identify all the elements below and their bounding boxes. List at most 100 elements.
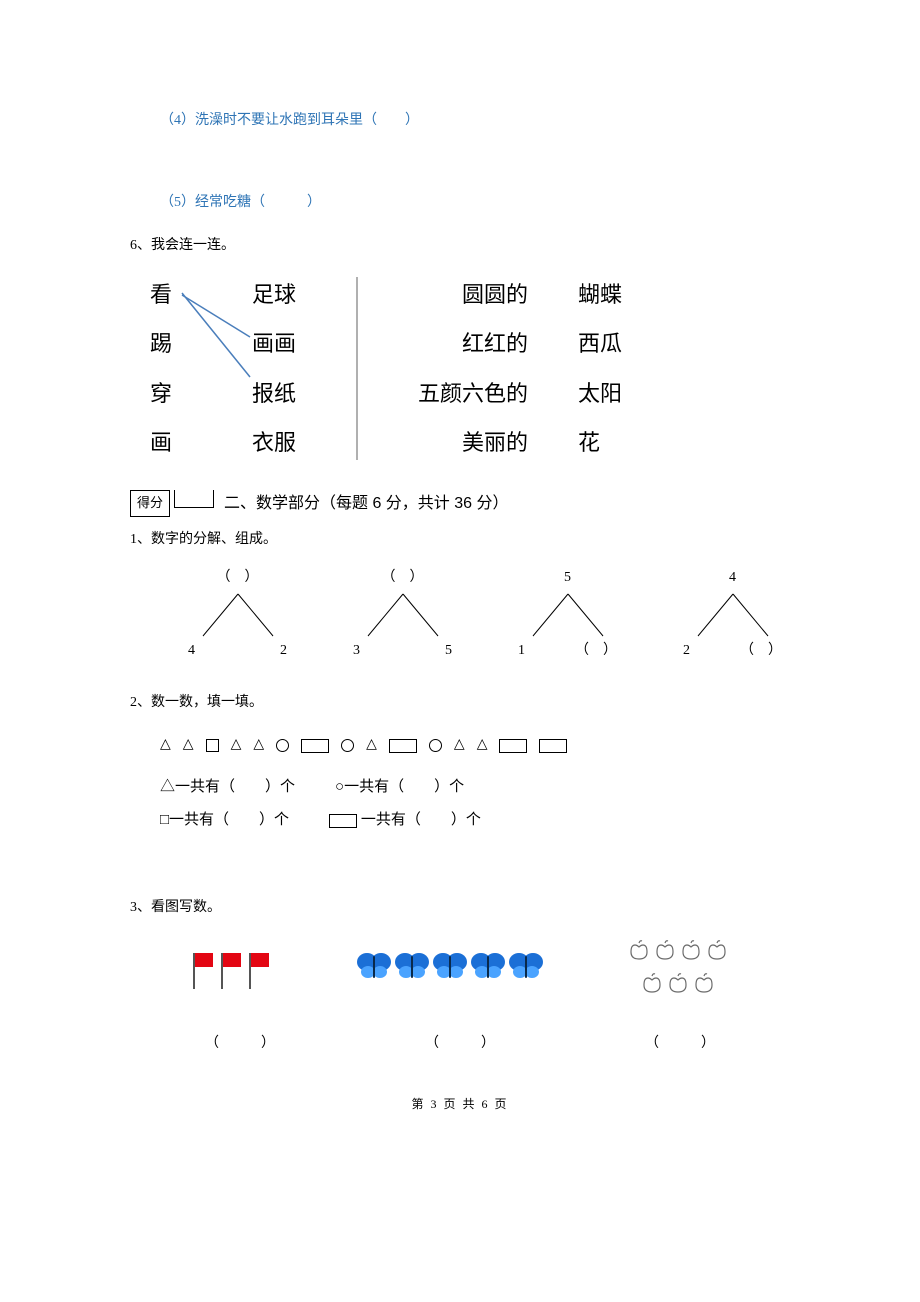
count-rect: 一共有（ ）个	[329, 804, 481, 837]
question-4: （4）洗澡时不要让水跑到耳朵里（ ）	[160, 110, 790, 132]
match-item: 报纸	[252, 376, 296, 411]
match-left-colB: 足球 画画 报纸 衣服	[252, 277, 296, 460]
butterfly-group	[356, 952, 544, 991]
shape-rect	[499, 739, 527, 753]
shape-circ	[341, 739, 354, 752]
flag-icon	[221, 953, 243, 989]
match-item: 衣服	[252, 425, 296, 460]
apple-icon	[642, 972, 662, 1003]
apple-icon	[629, 939, 649, 970]
answer-row: （ ） （ ） （ ）	[130, 1033, 790, 1055]
decomp-top: （ ）	[180, 567, 295, 589]
decomp-top: 5	[510, 567, 625, 589]
match-item: 太阳	[578, 376, 622, 411]
score-label: 得分	[130, 490, 170, 517]
section-2-header: 得分 二、数学部分（每题 6 分，共计 36 分）	[130, 490, 790, 517]
match-item: 蝴蝶	[578, 277, 622, 312]
match-item: 画画	[252, 326, 296, 361]
match-item: 圆圆的	[462, 277, 528, 312]
decomp-bottom: 1 （ ）	[510, 640, 625, 662]
shape-rect	[539, 739, 567, 753]
decomp-item: （ ） 4 2	[180, 567, 295, 662]
match-left-colA: 看 踢 穿 画	[150, 277, 172, 460]
decomp-lines	[188, 592, 288, 638]
butterfly-icon	[356, 952, 392, 991]
apple-icon	[681, 939, 701, 970]
page-footer: 第 3 页 共 6 页	[130, 1095, 790, 1114]
decomp-right: （ ）	[740, 640, 782, 662]
score-blank	[174, 490, 214, 508]
match-item: 花	[578, 425, 622, 460]
match-group-right: 圆圆的 红红的 五颜六色的 美丽的 蝴蝶 西瓜 太阳 花	[418, 277, 622, 460]
shape-tri: △	[477, 730, 488, 761]
decomp-bottom: 3 5	[345, 640, 460, 662]
butterfly-icon	[470, 952, 506, 991]
answer-blank: （ ）	[425, 1033, 495, 1055]
apple-row	[642, 972, 714, 1003]
question-2-3-title: 3、看图写数。	[130, 897, 790, 919]
matching-exercise: 看 踢 穿 画 足球 画画 报纸 衣服 圆圆的 红红的 五颜六色的 美丽的 蝴蝶…	[150, 277, 790, 460]
shape-tri: △	[253, 730, 264, 761]
decomp-top: （ ）	[345, 567, 460, 589]
butterfly-icon	[432, 952, 468, 991]
shape-tri: △	[366, 730, 377, 761]
count-triangle: △一共有（ ）个	[160, 771, 295, 804]
count-circle: ○一共有（ ）个	[335, 771, 464, 804]
decomp-lines	[353, 592, 453, 638]
image-row	[150, 939, 770, 1002]
shapes-sequence: △△△△△△△	[160, 730, 790, 761]
apple-icon	[668, 972, 688, 1003]
match-divider	[356, 277, 358, 460]
apple-group	[629, 939, 727, 1002]
decomp-right: （ ）	[575, 640, 617, 662]
decomp-right: 2	[280, 640, 287, 662]
decomp-lines	[518, 592, 618, 638]
match-item: 画	[150, 425, 172, 460]
decomp-left: 1	[518, 640, 525, 662]
score-box-wrap: 得分	[130, 490, 214, 517]
match-item: 西瓜	[578, 326, 622, 361]
apple-row	[629, 939, 727, 970]
shape-sq	[206, 739, 219, 752]
shape-circ	[429, 739, 442, 752]
match-group-left: 看 踢 穿 画 足球 画画 报纸 衣服	[150, 277, 296, 460]
question-6-title: 6、我会连一连。	[130, 235, 790, 257]
match-item: 美丽的	[462, 425, 528, 460]
rect-icon	[329, 814, 357, 828]
flag-group	[193, 953, 271, 989]
match-right-colB: 蝴蝶 西瓜 太阳 花	[578, 277, 622, 460]
apple-icon	[694, 972, 714, 1003]
count-row-2: □一共有（ ）个 一共有（ ）个	[160, 804, 790, 837]
decomp-lines	[683, 592, 783, 638]
question-2-1-title: 1、数字的分解、组成。	[130, 529, 790, 551]
decomp-left: 2	[683, 640, 690, 662]
shape-tri: △	[160, 730, 171, 761]
match-item: 足球	[252, 277, 296, 312]
question-2-2-title: 2、数一数，填一填。	[130, 692, 790, 714]
decomp-item: 4 2 （ ）	[675, 567, 790, 662]
shapes-box: △△△△△△△ △一共有（ ）个 ○一共有（ ）个 □一共有（ ）个 一共有（ …	[160, 730, 790, 837]
shape-tri: △	[231, 730, 242, 761]
decomp-left: 4	[188, 640, 195, 662]
match-item: 踢	[150, 326, 172, 361]
butterfly-icon	[508, 952, 544, 991]
decomposition-row: （ ） 4 2 （ ） 3 5 5 1 （ ） 4 2 （ ）	[180, 567, 790, 662]
decomp-item: 5 1 （ ）	[510, 567, 625, 662]
match-right-colA: 圆圆的 红红的 五颜六色的 美丽的	[418, 277, 528, 460]
answer-blank: （ ）	[205, 1033, 275, 1055]
apple-icon	[707, 939, 727, 970]
count-row-1: △一共有（ ）个 ○一共有（ ）个	[160, 771, 790, 804]
decomp-bottom: 4 2	[180, 640, 295, 662]
shape-circ	[276, 739, 289, 752]
section-2-title: 二、数学部分（每题 6 分，共计 36 分）	[224, 491, 508, 517]
count-square: □一共有（ ）个	[160, 804, 289, 837]
shape-rect	[301, 739, 329, 753]
match-item: 五颜六色的	[418, 376, 528, 411]
decomp-item: （ ） 3 5	[345, 567, 460, 662]
match-item: 穿	[150, 376, 172, 411]
shape-tri: △	[454, 730, 465, 761]
shape-rect	[389, 739, 417, 753]
decomp-bottom: 2 （ ）	[675, 640, 790, 662]
decomp-left: 3	[353, 640, 360, 662]
flag-icon	[249, 953, 271, 989]
